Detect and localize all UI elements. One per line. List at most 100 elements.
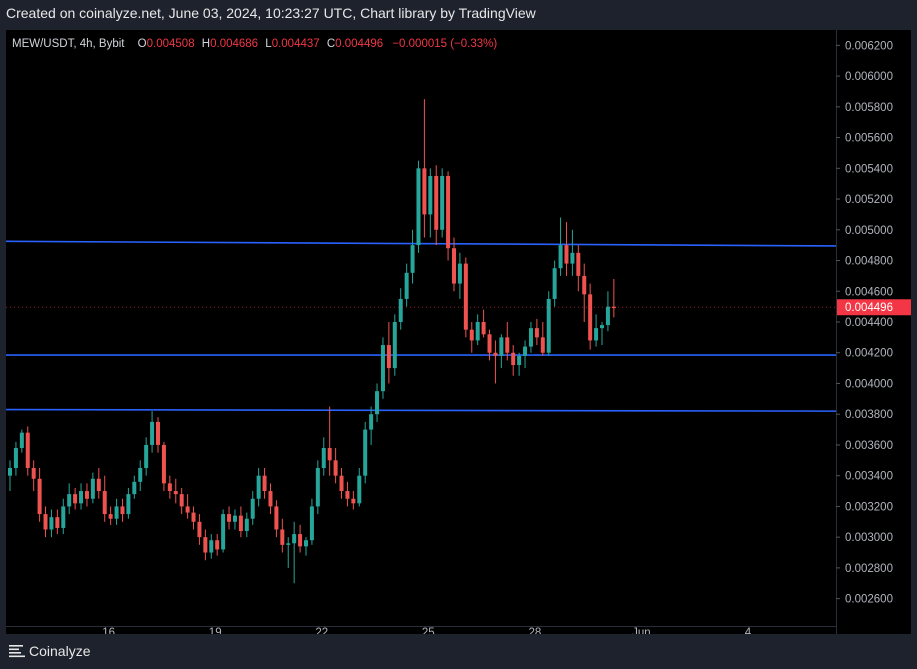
candle-body	[452, 248, 456, 284]
x-tick-label: 4	[745, 627, 752, 634]
candle-body	[540, 337, 545, 353]
candle-body	[298, 534, 303, 547]
y-tick-label: 0.005600	[845, 133, 893, 145]
candle-body	[351, 498, 356, 504]
candle-body	[499, 337, 504, 356]
candle-body	[90, 478, 95, 499]
candle-body	[369, 414, 374, 430]
x-tick-label: 19	[209, 627, 222, 634]
candle-body	[13, 448, 18, 468]
candle-body	[108, 514, 113, 519]
y-tick-label: 0.004000	[845, 378, 893, 390]
candle-body	[262, 475, 267, 492]
candle-body	[588, 294, 593, 341]
candle-body	[463, 263, 468, 330]
candle-body	[446, 176, 451, 249]
y-tick-label: 0.004400	[845, 317, 893, 329]
candle-body	[398, 298, 403, 322]
candle-body	[138, 468, 143, 482]
y-tick-label: 0.004600	[845, 286, 893, 298]
candle-body	[256, 475, 261, 499]
candle-body	[386, 345, 391, 369]
candle-body	[31, 468, 36, 479]
y-tick-label: 0.003800	[845, 409, 893, 421]
candle-body	[25, 432, 30, 468]
candle-body	[43, 514, 48, 530]
candle-body	[339, 475, 344, 492]
candle-body	[244, 518, 249, 532]
candle-body	[605, 306, 610, 326]
y-tick-label: 0.005200	[845, 194, 893, 206]
candle-body	[570, 252, 575, 264]
open-value: 0.004508	[146, 38, 195, 50]
candle-body	[594, 328, 599, 341]
candle-body	[523, 346, 528, 356]
candle-body	[185, 506, 190, 513]
candle-body	[457, 263, 462, 284]
price-axis-panel	[836, 30, 911, 634]
candle-body	[191, 512, 196, 522]
low-label: L	[265, 38, 272, 50]
x-tick-label: 16	[102, 627, 115, 634]
candle-body	[469, 329, 474, 341]
candle-body	[304, 540, 308, 547]
support-resistance-line	[6, 408, 837, 412]
chart-area[interactable]: 0.006200 0.006000 0.005800 0.005600 0.005400…	[6, 30, 911, 634]
y-tick-label: 0.006200	[845, 40, 893, 52]
candle-body	[84, 491, 89, 499]
candle-body	[481, 322, 486, 335]
y-tick-label: 0.003000	[845, 532, 893, 544]
candle-body	[440, 176, 445, 230]
candle-body	[321, 448, 326, 468]
candle-body	[37, 478, 42, 515]
candle-body	[227, 514, 232, 522]
candle-body	[221, 514, 226, 550]
candle-body	[61, 506, 66, 528]
y-tick-label: 0.003200	[845, 501, 893, 513]
candle-body	[286, 543, 291, 545]
candle-body	[564, 245, 569, 264]
candle-body	[238, 515, 243, 532]
high-label: H	[201, 38, 211, 50]
candle-body	[416, 168, 421, 246]
y-tick-label: 0.005800	[845, 102, 893, 114]
candle-body	[161, 444, 166, 484]
candlestick-chart[interactable]: 0.006200 0.006000 0.005800 0.005600 0.005400…	[6, 30, 911, 634]
candle-body	[309, 506, 314, 541]
candle-body	[268, 491, 273, 507]
candle-body	[79, 491, 84, 504]
candle-body	[422, 168, 427, 215]
last-price-label: 0.004496	[845, 302, 893, 314]
candle-body	[167, 483, 172, 492]
candle-body	[197, 521, 202, 538]
candle-body	[428, 176, 433, 215]
candle-body	[434, 176, 439, 230]
y-tick-label: 0.005400	[845, 163, 893, 175]
low-value: 0.004437	[271, 38, 320, 50]
candle-body	[8, 468, 12, 476]
y-tick-label: 0.003600	[845, 440, 893, 452]
candle-body	[73, 494, 78, 504]
close-value: 0.004496	[335, 38, 384, 50]
y-tick-label: 0.004200	[845, 348, 893, 360]
candle-body	[380, 345, 385, 392]
candle-body	[534, 328, 539, 338]
x-tick-label: 28	[528, 627, 541, 634]
candle-body	[333, 460, 338, 476]
candle-body	[132, 481, 137, 495]
menu-lines-icon	[9, 645, 25, 658]
support-resistance-line	[6, 240, 837, 247]
brand[interactable]: Coinalyze	[8, 643, 90, 659]
brand-name: Coinalyze	[29, 643, 91, 659]
y-tick-label: 0.006000	[845, 71, 893, 83]
candle-body	[505, 337, 510, 353]
candle-body	[582, 275, 587, 295]
candle-body	[209, 540, 214, 553]
candle-body	[67, 494, 72, 507]
ohlc-legend: MEW/USDT, 4h, Bybit O0.004508 H0.004686 …	[12, 38, 497, 50]
candle-body	[250, 498, 255, 519]
candle-body	[375, 391, 380, 415]
candle-body	[203, 537, 208, 553]
candle-body	[404, 272, 409, 299]
